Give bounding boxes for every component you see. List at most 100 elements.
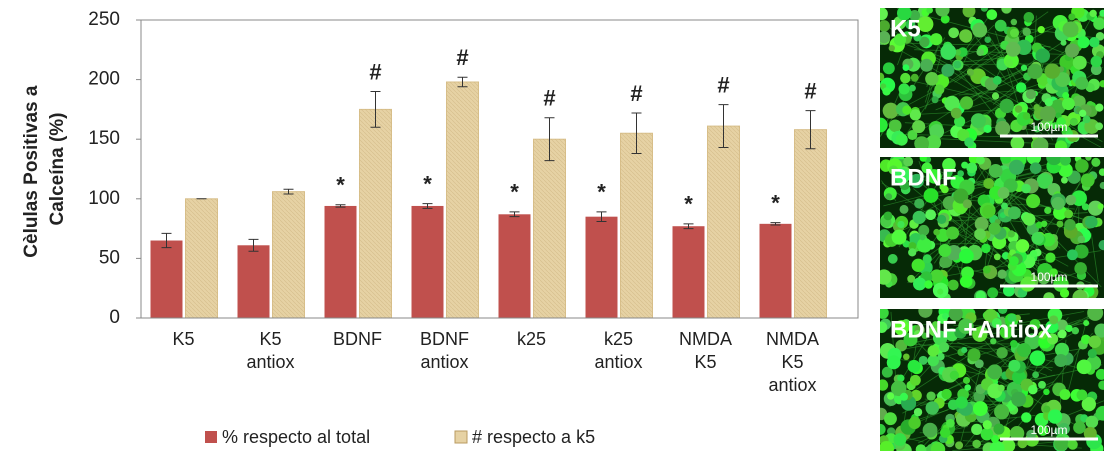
cell	[898, 83, 909, 94]
cell	[1038, 26, 1045, 33]
cell	[973, 401, 988, 416]
bar-texture	[795, 130, 827, 318]
cell	[924, 280, 933, 289]
cell	[1024, 12, 1035, 23]
cell	[913, 211, 926, 224]
cell	[1009, 160, 1024, 175]
cell	[998, 187, 1010, 199]
cell	[998, 385, 1005, 392]
cell	[902, 105, 911, 114]
panel-label: K5	[890, 15, 921, 42]
bar	[412, 206, 444, 318]
cell	[940, 428, 950, 438]
cell	[882, 87, 890, 95]
cell	[1095, 104, 1103, 112]
cell	[932, 96, 939, 103]
cell	[988, 222, 1000, 234]
cell	[1000, 152, 1011, 163]
cell	[1035, 48, 1050, 63]
cell	[1072, 290, 1087, 305]
x-tick-label-line: K5	[694, 352, 716, 372]
x-tick-label-line: BDNF	[333, 329, 382, 349]
cell	[1016, 82, 1026, 92]
x-tick-label: k25	[517, 329, 546, 349]
cell	[926, 391, 935, 400]
cell	[1017, 343, 1031, 357]
cell	[909, 85, 916, 92]
cell	[877, 379, 888, 390]
x-tick-label: K5antiox	[246, 329, 294, 372]
cell	[1060, 155, 1071, 166]
cell	[903, 353, 910, 360]
cell	[1054, 354, 1067, 367]
x-tick-label: K5	[172, 329, 194, 349]
cell	[1091, 158, 1100, 167]
cell	[908, 417, 920, 429]
cell	[876, 73, 884, 81]
cell	[964, 384, 971, 391]
significance-mark: #	[369, 59, 381, 84]
cell	[1070, 118, 1078, 126]
cell	[981, 5, 988, 12]
y-axis-label: Cèlulas Positivas a Calceína (%)	[21, 80, 68, 257]
x-tick-label: NMDAK5	[679, 329, 732, 372]
cell	[987, 287, 998, 298]
cell	[951, 108, 962, 119]
cell	[1010, 29, 1019, 38]
panel-label: BDNF +Antiox	[890, 316, 1053, 343]
cell	[960, 96, 973, 109]
cell	[913, 277, 926, 290]
cell	[1033, 104, 1040, 111]
cell	[967, 348, 980, 361]
cell	[875, 424, 886, 435]
cell	[1060, 289, 1069, 298]
cell	[935, 3, 949, 17]
x-tick-label: BDNF	[333, 329, 382, 349]
cell	[1093, 18, 1105, 30]
cell	[1088, 349, 1097, 358]
cell	[1067, 249, 1078, 260]
cell	[1030, 250, 1037, 257]
significance-mark: #	[543, 86, 555, 111]
x-tick-label-line: K5	[259, 329, 281, 349]
x-tick-label-line: NMDA	[766, 329, 819, 349]
cell	[1023, 112, 1031, 120]
cell	[986, 9, 997, 20]
bar	[586, 217, 618, 318]
cell	[948, 27, 959, 38]
cell	[987, 364, 1002, 379]
cell	[1085, 154, 1091, 160]
cell	[1045, 63, 1060, 78]
cell	[914, 408, 922, 416]
cell	[1009, 256, 1019, 266]
cell	[908, 360, 921, 373]
significance-mark: #	[456, 45, 468, 70]
scale-label: 100µm	[1031, 423, 1068, 437]
cell	[1021, 184, 1031, 194]
x-tick-label-line: k25	[604, 329, 633, 349]
cell	[976, 291, 986, 301]
cell	[1046, 149, 1062, 165]
cell	[1044, 207, 1051, 214]
cell	[939, 342, 949, 352]
cell	[1085, 216, 1098, 229]
cell	[1030, 162, 1042, 174]
cell	[1063, 21, 1079, 37]
cell	[900, 205, 909, 214]
cell	[1041, 221, 1048, 228]
x-tick-label: k25antiox	[594, 329, 642, 372]
cell	[914, 199, 924, 209]
cell	[1043, 406, 1050, 413]
significance-mark: *	[684, 192, 693, 217]
cell	[993, 424, 1004, 435]
cell	[1058, 330, 1067, 339]
cell	[948, 280, 959, 291]
cell	[1031, 232, 1044, 245]
bar	[238, 245, 270, 318]
y-tick-label: 250	[88, 9, 120, 30]
cell	[884, 211, 893, 220]
cell	[908, 248, 916, 256]
cell	[941, 389, 951, 399]
cell	[989, 164, 1003, 178]
legend-label: % respecto al total	[222, 427, 370, 447]
